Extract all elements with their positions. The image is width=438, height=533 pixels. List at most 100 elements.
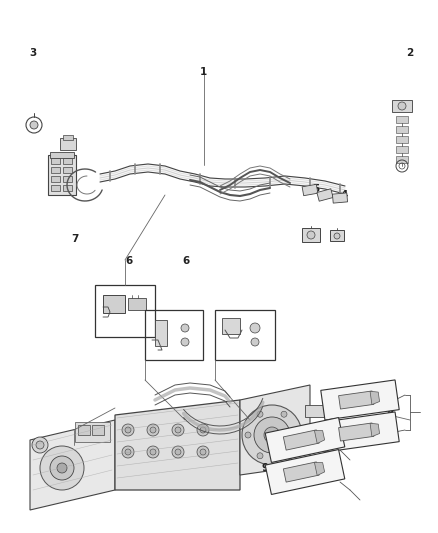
Circle shape <box>200 449 206 455</box>
Circle shape <box>293 432 299 438</box>
Bar <box>155 320 167 346</box>
Circle shape <box>339 405 342 408</box>
Circle shape <box>333 432 339 438</box>
Polygon shape <box>370 391 380 405</box>
Circle shape <box>175 427 181 433</box>
Circle shape <box>308 188 312 192</box>
Circle shape <box>57 463 67 473</box>
Polygon shape <box>370 423 380 437</box>
Circle shape <box>257 411 263 417</box>
Polygon shape <box>321 380 399 420</box>
Circle shape <box>245 432 251 438</box>
Circle shape <box>150 449 156 455</box>
Circle shape <box>125 427 131 433</box>
Polygon shape <box>30 420 115 510</box>
Circle shape <box>172 446 184 458</box>
Bar <box>145 310 203 360</box>
Bar <box>215 310 275 360</box>
Bar <box>51 158 60 164</box>
Circle shape <box>307 231 315 239</box>
Circle shape <box>150 427 156 433</box>
Circle shape <box>122 446 134 458</box>
Bar <box>302 228 320 242</box>
Polygon shape <box>240 385 310 475</box>
Polygon shape <box>332 193 348 203</box>
Circle shape <box>339 437 342 440</box>
Circle shape <box>251 338 259 346</box>
Bar <box>92 425 104 435</box>
Circle shape <box>264 427 280 443</box>
Circle shape <box>338 432 341 434</box>
Circle shape <box>32 437 48 453</box>
Polygon shape <box>265 417 345 463</box>
Bar <box>396 116 408 123</box>
Text: 5: 5 <box>312 184 319 194</box>
Circle shape <box>284 446 287 449</box>
Circle shape <box>147 446 159 458</box>
Bar <box>63 135 73 140</box>
Bar <box>305 405 325 417</box>
Circle shape <box>175 449 181 455</box>
Circle shape <box>40 446 84 490</box>
Bar <box>396 156 408 163</box>
Text: 6: 6 <box>183 256 190 266</box>
Text: 2: 2 <box>406 49 413 58</box>
Bar <box>103 295 125 313</box>
Text: 7: 7 <box>71 234 78 244</box>
Circle shape <box>338 196 342 200</box>
Circle shape <box>172 424 184 436</box>
Circle shape <box>36 441 44 449</box>
Bar <box>51 185 60 191</box>
Circle shape <box>279 441 284 447</box>
Polygon shape <box>314 462 325 475</box>
Polygon shape <box>283 430 319 450</box>
Circle shape <box>398 102 406 110</box>
Circle shape <box>334 233 340 239</box>
Polygon shape <box>321 412 399 452</box>
Bar <box>60 138 76 150</box>
Circle shape <box>125 449 131 455</box>
Bar <box>392 100 412 112</box>
Circle shape <box>254 417 290 453</box>
Circle shape <box>282 435 285 439</box>
Circle shape <box>197 424 209 436</box>
Bar <box>51 176 60 182</box>
Circle shape <box>323 193 327 197</box>
Bar <box>128 298 146 310</box>
Bar <box>95 285 155 337</box>
Circle shape <box>282 467 285 471</box>
Bar <box>51 167 60 173</box>
Polygon shape <box>339 423 374 441</box>
Circle shape <box>197 446 209 458</box>
Circle shape <box>181 338 189 346</box>
Circle shape <box>250 323 260 333</box>
Text: 1: 1 <box>200 67 207 77</box>
Circle shape <box>281 453 287 459</box>
Text: 6: 6 <box>126 256 133 266</box>
Circle shape <box>284 478 287 481</box>
Circle shape <box>50 456 74 480</box>
Circle shape <box>337 394 340 397</box>
Bar <box>396 136 408 143</box>
Bar <box>305 425 325 437</box>
Circle shape <box>279 473 284 479</box>
Polygon shape <box>283 462 319 482</box>
Text: 8: 8 <box>386 410 393 419</box>
Polygon shape <box>302 184 318 196</box>
Bar <box>75 422 110 442</box>
Text: 4: 4 <box>340 190 347 199</box>
Bar <box>63 176 72 182</box>
Circle shape <box>337 426 340 429</box>
Bar <box>63 185 72 191</box>
Polygon shape <box>115 400 240 490</box>
Bar <box>48 155 76 195</box>
Circle shape <box>242 405 302 465</box>
Bar <box>396 146 408 153</box>
Polygon shape <box>314 430 325 443</box>
Circle shape <box>122 424 134 436</box>
Bar <box>78 425 90 435</box>
Circle shape <box>30 121 38 129</box>
Polygon shape <box>339 391 374 409</box>
Text: 9: 9 <box>262 463 269 473</box>
Circle shape <box>281 411 287 417</box>
